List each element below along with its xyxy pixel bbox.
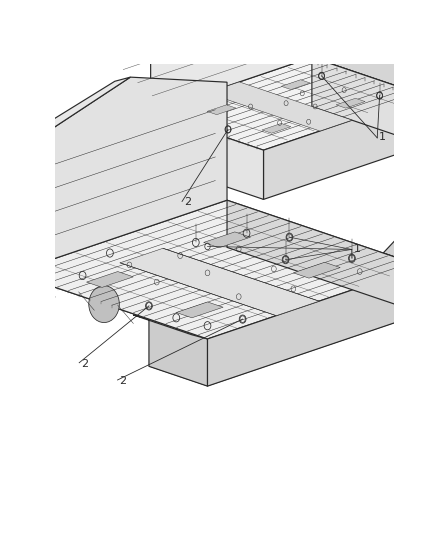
Polygon shape	[133, 315, 208, 386]
Polygon shape	[149, 294, 422, 386]
Polygon shape	[312, 58, 425, 145]
Polygon shape	[176, 302, 223, 318]
Polygon shape	[293, 262, 340, 278]
Text: 1: 1	[379, 132, 386, 142]
Text: 2: 2	[184, 197, 191, 207]
Polygon shape	[208, 266, 422, 386]
Polygon shape	[12, 200, 422, 339]
Polygon shape	[383, 232, 438, 313]
Text: 2: 2	[119, 376, 127, 386]
Polygon shape	[207, 82, 352, 131]
Polygon shape	[281, 80, 310, 90]
Text: 2: 2	[81, 359, 88, 369]
Text: 1: 1	[353, 245, 360, 254]
Polygon shape	[227, 200, 422, 313]
Polygon shape	[118, 98, 264, 199]
Polygon shape	[12, 77, 227, 273]
Polygon shape	[207, 105, 236, 115]
Polygon shape	[134, 0, 312, 30]
Polygon shape	[151, 0, 312, 112]
Polygon shape	[264, 95, 425, 199]
Polygon shape	[0, 77, 131, 155]
Polygon shape	[262, 124, 291, 133]
Polygon shape	[336, 98, 365, 108]
Polygon shape	[0, 247, 208, 386]
Polygon shape	[120, 248, 319, 316]
Polygon shape	[86, 271, 133, 287]
Polygon shape	[204, 232, 251, 248]
Polygon shape	[151, 58, 425, 150]
Polygon shape	[151, 112, 264, 199]
Polygon shape	[312, 43, 438, 145]
Circle shape	[89, 286, 119, 322]
